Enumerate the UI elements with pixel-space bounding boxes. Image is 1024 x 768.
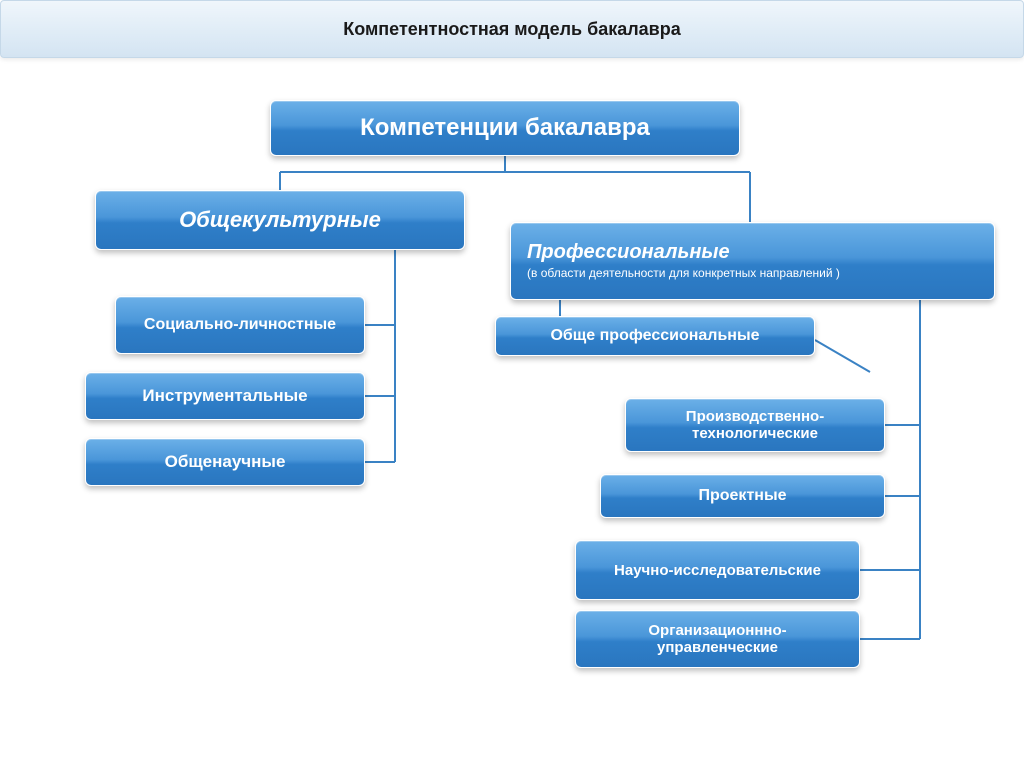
node-right: Профессиональные (в области деятельности… bbox=[510, 222, 995, 300]
node-root-label: Компетенции бакалавра bbox=[360, 114, 650, 142]
node-l1: Социально-личностные bbox=[115, 296, 365, 354]
node-l1-label: Социально-личностные bbox=[144, 316, 336, 334]
node-r2: Проектные bbox=[600, 474, 885, 518]
node-left-label: Общекультурные bbox=[179, 207, 381, 233]
node-r0-label: Обще профессиональные bbox=[550, 327, 759, 345]
node-r4: Организационнно- управленческие bbox=[575, 610, 860, 668]
node-r3: Научно-исследовательские bbox=[575, 540, 860, 600]
node-left: Общекультурные bbox=[95, 190, 465, 250]
title-bar: Компетентностная модель бакалавра bbox=[0, 0, 1024, 58]
node-r0: Обще профессиональные bbox=[495, 316, 815, 356]
node-r3-label: Научно-исследовательские bbox=[614, 562, 821, 579]
node-r1: Производственно-технологические bbox=[625, 398, 885, 452]
node-root: Компетенции бакалавра bbox=[270, 100, 740, 156]
node-l2: Инструментальные bbox=[85, 372, 365, 420]
node-l3: Общенаучные bbox=[85, 438, 365, 486]
node-right-label: Профессиональные bbox=[527, 241, 730, 264]
node-r1-label: Производственно-технологические bbox=[636, 408, 874, 442]
node-right-sub: (в области деятельности для конкретных н… bbox=[527, 266, 840, 280]
node-l3-label: Общенаучные bbox=[165, 452, 286, 472]
node-l2-label: Инструментальные bbox=[142, 386, 307, 406]
page-title: Компетентностная модель бакалавра bbox=[343, 19, 681, 40]
node-r2-label: Проектные bbox=[698, 487, 786, 505]
node-r4-label: Организационнно- управленческие bbox=[586, 622, 849, 656]
